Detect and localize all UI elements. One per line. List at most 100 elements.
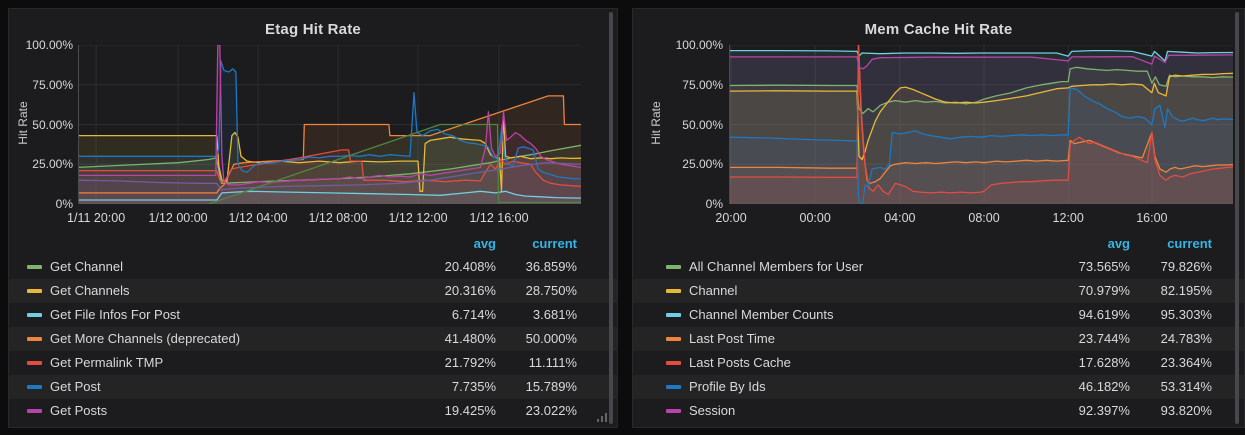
series-name[interactable]: Get Channel bbox=[50, 259, 123, 274]
legend-row[interactable]: Get Posts 19.425% 23.022% bbox=[9, 399, 617, 417]
series-name[interactable]: All Channel Members for User bbox=[689, 259, 864, 274]
series-avg-value: 20.408% bbox=[444, 259, 496, 274]
legend-row[interactable]: Session 92.397% 93.820% bbox=[633, 399, 1244, 417]
series-name[interactable]: Get Posts bbox=[50, 403, 108, 417]
series-color-swatch-icon[interactable] bbox=[27, 361, 42, 365]
series-color-swatch-icon[interactable] bbox=[27, 409, 42, 413]
series-name[interactable]: Last Posts Cache bbox=[689, 355, 791, 370]
x-tick-label: 1/11 20:00 bbox=[67, 211, 126, 225]
series-name[interactable]: Get More Channels (deprecated) bbox=[50, 331, 241, 346]
panel-mem-cache-hit-rate: Mem Cache Hit Rate Hit Rate 100.00% 75.00… bbox=[632, 8, 1245, 428]
series-color-swatch-icon[interactable] bbox=[27, 385, 42, 389]
series-name[interactable]: Get Post bbox=[50, 379, 101, 394]
legend-row[interactable]: Get Permalink TMP 21.792% 11.111% bbox=[9, 351, 617, 375]
y-tick-label: 0% bbox=[55, 197, 73, 211]
legend-row[interactable]: Channel 70.979% 82.195% bbox=[633, 279, 1244, 303]
x-axis-ticks: 20:00 00:00 04:00 08:00 12:00 16:00 bbox=[715, 211, 1233, 227]
y-axis-ticks: 100.00% 75.00% 50.00% 25.00% 0% bbox=[9, 38, 73, 211]
legend-row[interactable]: Last Posts Cache 17.628% 23.364% bbox=[633, 351, 1244, 375]
series-color-swatch-icon[interactable] bbox=[666, 361, 681, 365]
series-line[interactable] bbox=[78, 45, 581, 186]
legend-row[interactable]: Get File Infos For Post 6.714% 3.681% bbox=[9, 303, 617, 327]
series-line[interactable] bbox=[729, 49, 1233, 62]
series-area bbox=[729, 87, 1233, 204]
legend-rows: Get Channel 20.408% 36.859% Get Channels 20.… bbox=[9, 255, 617, 417]
series-current-value: 15.789% bbox=[525, 379, 577, 394]
series-avg-value: 7.735% bbox=[451, 379, 496, 394]
series-color-swatch-icon[interactable] bbox=[666, 265, 681, 269]
legend-row[interactable]: Get More Channels (deprecated) 41.480% 50.… bbox=[9, 327, 617, 351]
legend-current-column-header[interactable]: current bbox=[1167, 236, 1212, 251]
line-chart[interactable] bbox=[78, 45, 581, 204]
legend-row[interactable]: Get Channels 20.316% 28.750% bbox=[9, 279, 617, 303]
legend-current-column-header[interactable]: current bbox=[532, 236, 577, 251]
series-color-swatch-icon[interactable] bbox=[666, 409, 681, 413]
x-tick-label: 1/12 12:00 bbox=[388, 211, 448, 225]
series-line[interactable] bbox=[78, 60, 581, 180]
series-color-swatch-icon[interactable] bbox=[27, 289, 42, 293]
series-color-swatch-icon[interactable] bbox=[27, 337, 42, 341]
series-line[interactable] bbox=[729, 66, 1233, 115]
panel-title[interactable]: Mem Cache Hit Rate bbox=[864, 21, 1013, 38]
series-name[interactable]: Profile By Ids bbox=[689, 379, 766, 394]
series-current-value: 24.783% bbox=[1160, 331, 1212, 346]
legend-row[interactable]: Channel Member Counts 94.619% 95.303% bbox=[633, 303, 1244, 327]
series-current-value: 79.826% bbox=[1160, 259, 1212, 274]
series-line[interactable] bbox=[78, 95, 581, 194]
series-color-swatch-icon[interactable] bbox=[666, 313, 681, 317]
series-color-swatch-icon[interactable] bbox=[666, 385, 681, 389]
legend-row[interactable]: Get Post 7.735% 15.789% bbox=[9, 375, 617, 399]
series-current-value: 53.314% bbox=[1160, 379, 1212, 394]
series-current-value: 11.111% bbox=[528, 355, 577, 370]
series-line[interactable] bbox=[78, 144, 581, 184]
series-line[interactable] bbox=[729, 72, 1233, 161]
series-area bbox=[78, 45, 581, 204]
panel-title[interactable]: Etag Hit Rate bbox=[265, 21, 361, 38]
legend-row[interactable]: Last Post Time 23.744% 24.783% bbox=[633, 327, 1244, 351]
series-area bbox=[729, 73, 1233, 204]
x-tick-label: 04:00 bbox=[884, 211, 916, 225]
series-line[interactable] bbox=[78, 149, 581, 188]
chart-plot-area[interactable] bbox=[78, 45, 581, 204]
y-tick-label: 75.00% bbox=[682, 77, 723, 92]
panel-scrollbar[interactable] bbox=[609, 12, 613, 424]
series-name[interactable]: Channel Member Counts bbox=[689, 307, 834, 322]
legend-avg-column-header[interactable]: avg bbox=[1107, 236, 1130, 251]
legend-row[interactable]: Get Channel 20.408% 36.859% bbox=[9, 255, 617, 279]
series-line[interactable] bbox=[729, 54, 1233, 70]
y-tick-label: 100.00% bbox=[25, 38, 73, 52]
series-area bbox=[729, 45, 1233, 204]
series-avg-value: 41.480% bbox=[444, 331, 496, 346]
series-name[interactable]: Get Permalink TMP bbox=[50, 355, 164, 370]
legend-avg-column-header[interactable]: avg bbox=[473, 236, 496, 251]
x-tick-label: 20:00 bbox=[715, 211, 747, 225]
y-tick-label: 75.00% bbox=[32, 77, 73, 92]
x-tick-label: 1/12 04:00 bbox=[228, 211, 288, 225]
panel-resize-grip-icon[interactable] bbox=[597, 412, 609, 422]
legend-row[interactable]: Profile By Ids 46.182% 53.314% bbox=[633, 375, 1244, 399]
series-area bbox=[729, 67, 1233, 204]
series-line[interactable] bbox=[729, 45, 1233, 184]
series-name[interactable]: Get Channels bbox=[50, 283, 130, 298]
series-color-swatch-icon[interactable] bbox=[27, 265, 42, 269]
series-line[interactable] bbox=[729, 87, 1233, 204]
y-tick-label: 0% bbox=[705, 197, 723, 211]
series-color-swatch-icon[interactable] bbox=[666, 289, 681, 293]
series-color-swatch-icon[interactable] bbox=[666, 337, 681, 341]
series-color-swatch-icon[interactable] bbox=[27, 313, 42, 317]
panel-scrollbar[interactable] bbox=[1235, 12, 1239, 424]
series-line[interactable] bbox=[78, 162, 581, 191]
series-avg-value: 46.182% bbox=[1078, 379, 1130, 394]
series-name[interactable]: Last Post Time bbox=[689, 331, 775, 346]
chart-plot-area[interactable] bbox=[729, 45, 1233, 204]
legend-row[interactable]: All Channel Members for User 73.565% 79.82… bbox=[633, 255, 1244, 279]
series-current-value: 36.859% bbox=[525, 259, 577, 274]
y-tick-label: 50.00% bbox=[32, 117, 73, 132]
series-line[interactable] bbox=[208, 123, 581, 205]
series-line[interactable] bbox=[729, 45, 1233, 196]
series-name[interactable]: Get File Infos For Post bbox=[50, 307, 181, 322]
series-name[interactable]: Session bbox=[689, 403, 736, 417]
series-name[interactable]: Channel bbox=[689, 283, 738, 298]
y-tick-label: 50.00% bbox=[682, 117, 723, 132]
line-chart[interactable] bbox=[729, 45, 1233, 204]
